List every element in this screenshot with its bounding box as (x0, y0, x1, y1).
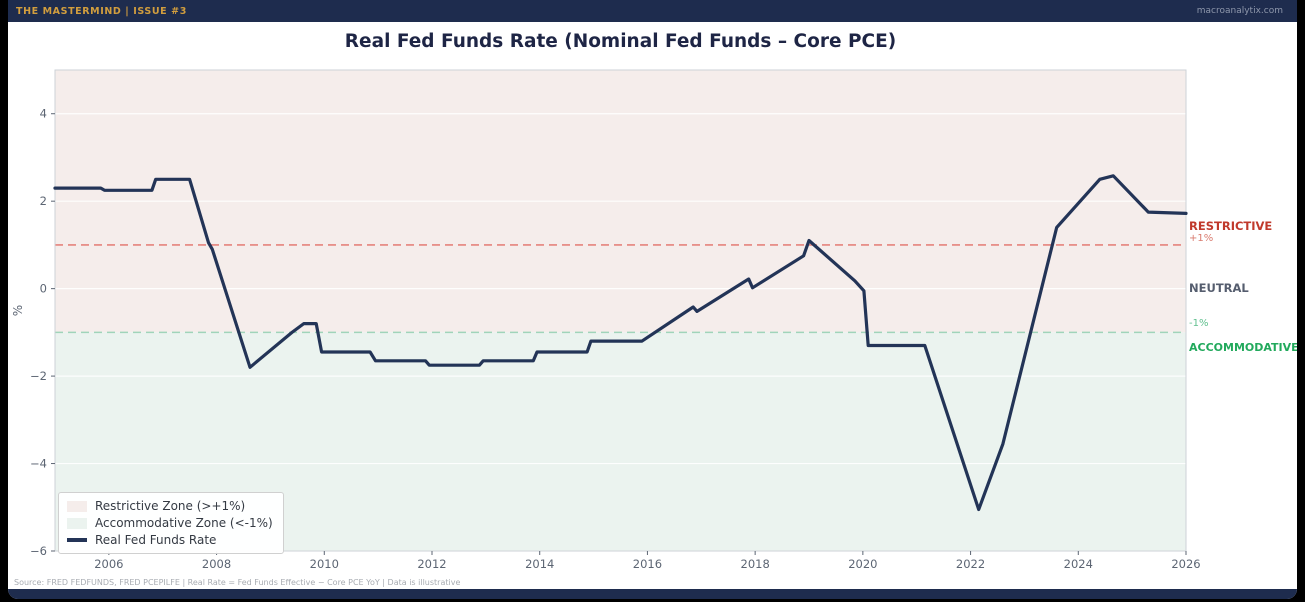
x-tick-label: 2020 (848, 557, 877, 571)
header-issue-label: THE MASTERMIND | ISSUE #3 (16, 5, 187, 17)
x-tick-label: 2022 (956, 557, 985, 571)
series-line (53, 174, 1188, 512)
x-tick-label: 2024 (1064, 557, 1093, 571)
report-card: THE MASTERMIND | ISSUE #3 macroanalytix.… (8, 0, 1297, 599)
header-bar: THE MASTERMIND | ISSUE #3 macroanalytix.… (8, 0, 1297, 22)
legend-item-accommodative-zone: Accommodative Zone (<-1%) (67, 516, 273, 530)
x-tick-label: 2010 (310, 557, 339, 571)
footer-bar (8, 589, 1297, 599)
x-tick-label: 2014 (525, 557, 554, 571)
legend-item-restrictive-zone: Restrictive Zone (>+1%) (67, 499, 273, 513)
legend-item-series-line: Real Fed Funds Rate (67, 533, 273, 547)
zone-label-restrictive: RESTRICTIVE (1189, 219, 1273, 233)
y-axis-label: % (11, 305, 25, 316)
plot-border (54, 69, 1187, 552)
chart-legend: Restrictive Zone (>+1%) Accommodative Zo… (58, 492, 284, 554)
accommodative-zone-swatch (67, 517, 87, 529)
x-tick-label: 2008 (202, 557, 231, 571)
zone-threshold-upper-label: +1% (1189, 233, 1214, 244)
restrictive-zone-swatch (67, 500, 87, 512)
y-tick-label: 2 (40, 194, 47, 208)
x-tick-label: 2012 (417, 557, 446, 571)
x-tick-label: 2006 (94, 557, 123, 571)
zone-threshold-lower-label: -1% (1189, 318, 1209, 329)
legend-item-label: Accommodative Zone (<-1%) (95, 516, 273, 530)
footer-source-note: Source: FRED FEDFUNDS, FRED PCEPILFE | R… (14, 578, 461, 587)
x-tick-label: 2026 (1171, 557, 1200, 571)
y-tick-label: 0 (40, 282, 47, 296)
zone-label-neutral: NEUTRAL (1189, 281, 1249, 295)
x-tick-label: 2018 (741, 557, 770, 571)
y-tick-label: −6 (30, 544, 47, 558)
x-tick-label: 2016 (633, 557, 662, 571)
legend-item-label: Real Fed Funds Rate (95, 533, 217, 547)
zone-label-accommodative: ACCOMMODATIVE (1189, 341, 1297, 354)
chart-title: Real Fed Funds Rate (Nominal Fed Funds –… (344, 31, 897, 52)
y-tick-label: 4 (40, 107, 47, 121)
y-tick-label: −4 (30, 457, 47, 471)
legend-item-label: Restrictive Zone (>+1%) (95, 499, 246, 513)
series-line-swatch (67, 538, 87, 542)
y-tick-label: −2 (30, 369, 47, 383)
chart-canvas: 2006 2008 2010 2012 2014 2016 2018 2020 2022 2024… (11, 69, 1201, 571)
header-site-label: macroanalytix.com (1196, 6, 1283, 16)
